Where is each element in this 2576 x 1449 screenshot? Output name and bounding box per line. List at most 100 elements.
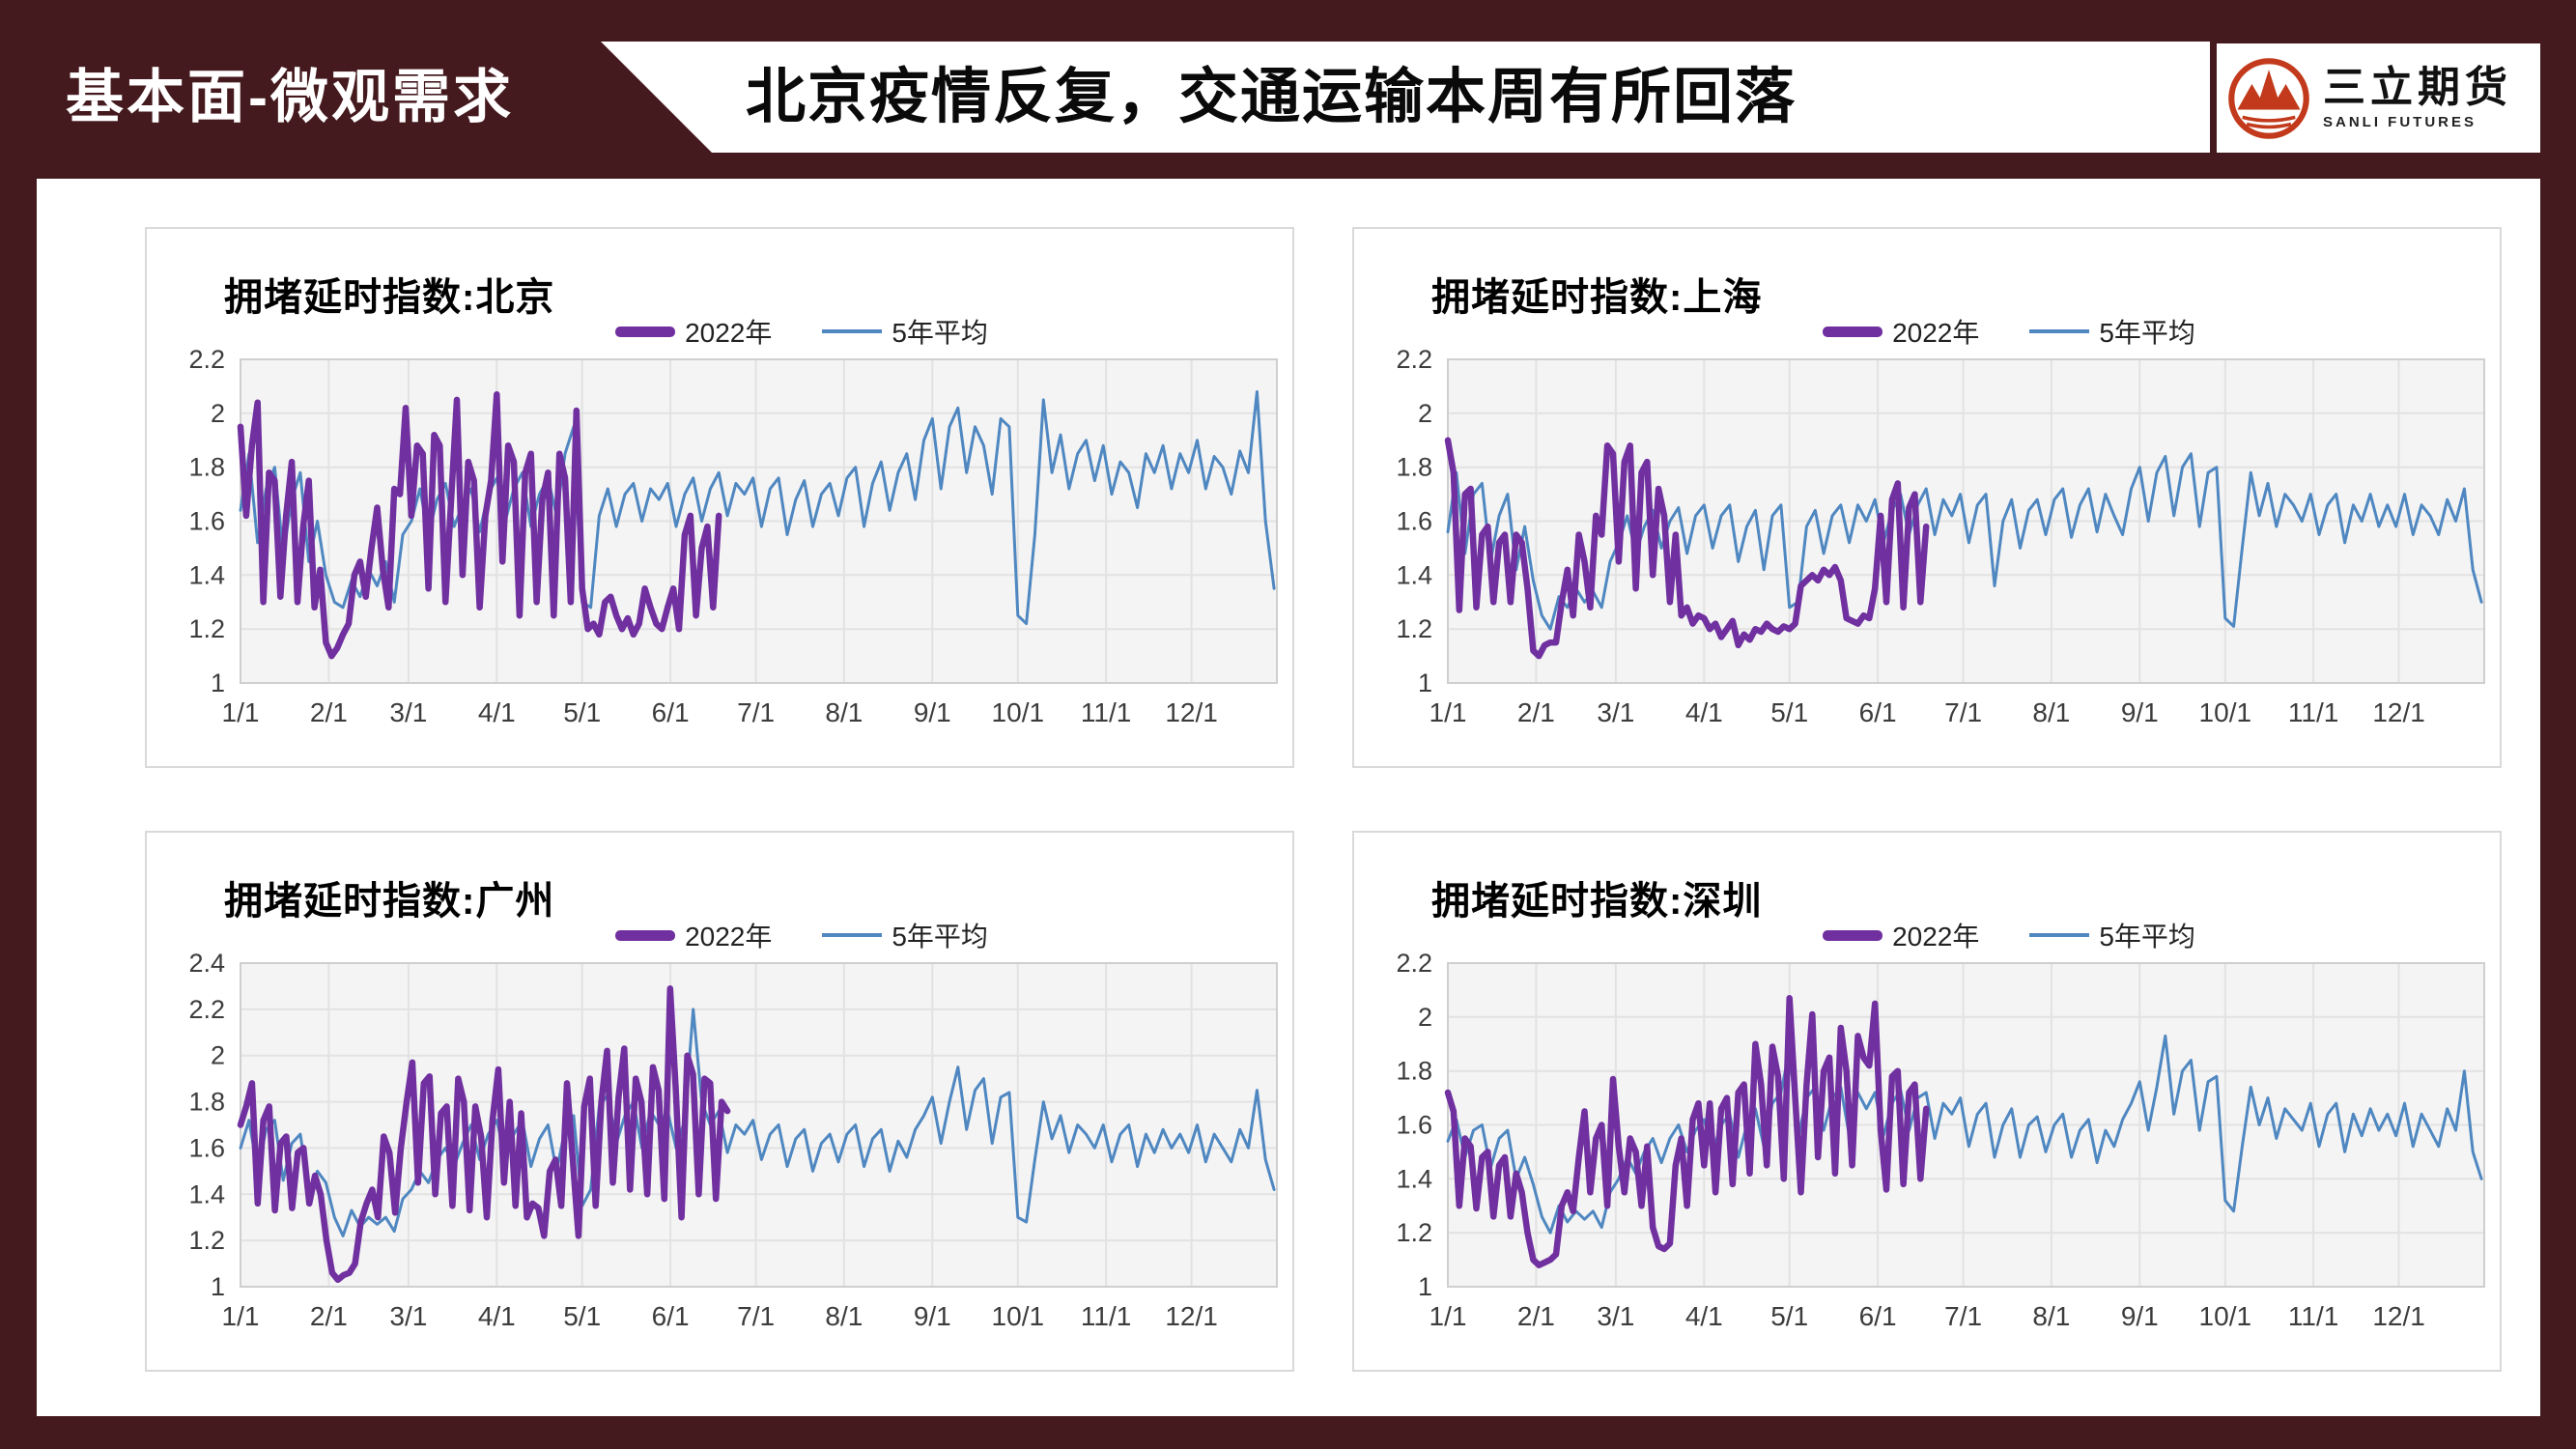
- y-tick-label: 2.2: [188, 995, 225, 1024]
- x-tick-label: 12/1: [2372, 697, 2425, 727]
- logo: 三立期货 SANLI FUTURES: [2217, 43, 2540, 153]
- plot-border: [240, 358, 1278, 684]
- y-tick-label: 2.2: [188, 345, 225, 374]
- y-tick-label: 1: [211, 1272, 225, 1301]
- x-tick-label: 2/1: [1517, 1301, 1555, 1331]
- x-tick-label: 1/1: [222, 1301, 260, 1331]
- y-tick-label: 2.2: [1396, 345, 1432, 374]
- chart-legend: 2022年 5年平均: [1518, 312, 2500, 351]
- legend-swatch-5yr-avg: [2029, 329, 2090, 333]
- title-band: 北京疫情反复，交通运输本周有所回落: [601, 42, 2210, 153]
- x-tick-label: 6/1: [652, 697, 690, 727]
- x-tick-label: 5/1: [1770, 697, 1808, 727]
- x-tick-label: 5/1: [1770, 1301, 1808, 1331]
- plot-border: [1447, 358, 2485, 684]
- y-tick-label: 1.8: [188, 1088, 225, 1117]
- x-tick-label: 4/1: [1685, 1301, 1723, 1331]
- legend-item-5yr-avg: 5年平均: [822, 312, 988, 351]
- x-tick-label: 11/1: [2288, 697, 2338, 727]
- series-line: [1444, 995, 1930, 1268]
- line-chart: 1 1.2 1.4 1.6 1.8 2 2.2 1/1 2/1 3/1 4/1 5/1 6/1 7/1 8/…: [1396, 949, 2485, 1331]
- chart-legend: 2022年 5年平均: [311, 916, 1292, 954]
- chart-panel-3: 拥堵延时指数:深圳 2022年 5年平均 1 1.2 1.4 1.6 1.8 2 2.2 1/…: [1352, 831, 2502, 1372]
- legend-label-5yr-avg: 5年平均: [892, 318, 988, 348]
- x-tick-label: 11/1: [1081, 697, 1131, 727]
- x-tick-label: 5/1: [563, 697, 601, 727]
- x-tick-label: 12/1: [1165, 1301, 1218, 1331]
- y-tick-label: 1.2: [188, 614, 225, 643]
- y-tick-label: 1: [211, 668, 225, 697]
- legend-item-2022: 2022年: [615, 916, 772, 954]
- x-tick-label: 11/1: [2288, 1301, 2338, 1331]
- x-tick-label: 9/1: [2121, 697, 2159, 727]
- x-tick-label: 5/1: [563, 1301, 601, 1331]
- plot-border: [1447, 962, 2485, 1288]
- x-tick-label: 8/1: [825, 1301, 863, 1331]
- y-tick-label: 1.8: [1396, 453, 1432, 482]
- section-label: 基本面-微观需求: [66, 65, 514, 129]
- y-tick-label: 1.8: [1396, 1057, 1432, 1086]
- x-tick-label: 11/1: [1081, 1301, 1131, 1331]
- legend-label-2022: 2022年: [1892, 318, 1980, 348]
- x-tick-label: 9/1: [2121, 1301, 2159, 1331]
- y-tick-label: 1.2: [1396, 1218, 1432, 1247]
- x-tick-label: 10/1: [2199, 697, 2252, 727]
- legend-label-2022: 2022年: [1892, 922, 1980, 952]
- chart-title: 拥堵延时指数:北京: [224, 276, 555, 319]
- chart-legend: 2022年 5年平均: [311, 312, 1292, 351]
- x-tick-label: 7/1: [1944, 697, 1982, 727]
- legend-swatch-2022: [1823, 326, 1883, 337]
- y-tick-label: 2: [211, 1041, 225, 1070]
- series-line: [1444, 437, 1930, 660]
- y-tick-label: 1.8: [188, 453, 225, 482]
- legend-label-5yr-avg: 5年平均: [2099, 318, 2195, 348]
- chart-panel-2: 拥堵延时指数:广州 2022年 5年平均 1 1.2 1.4 1.6 1.8 2 2.2 2.…: [145, 831, 1294, 1372]
- logo-name-cn: 三立期货: [2323, 63, 2512, 111]
- x-tick-label: 3/1: [1597, 697, 1634, 727]
- chart-title: 拥堵延时指数:广州: [224, 880, 555, 923]
- series-line: [237, 391, 722, 660]
- y-tick-label: 2.2: [1396, 949, 1432, 978]
- y-tick-label: 1.2: [188, 1226, 225, 1255]
- legend-swatch-5yr-avg: [822, 933, 883, 937]
- y-tick-label: 1.6: [1396, 1111, 1432, 1140]
- legend-item-5yr-avg: 5年平均: [822, 916, 988, 954]
- x-tick-label: 6/1: [652, 1301, 690, 1331]
- chart-panel-0: 拥堵延时指数:北京 2022年 5年平均 1 1.2 1.4 1.6 1.8 2 2.2 1/…: [145, 227, 1294, 768]
- x-tick-label: 3/1: [1597, 1301, 1634, 1331]
- y-tick-label: 1: [1418, 1272, 1432, 1301]
- x-tick-label: 9/1: [914, 1301, 951, 1331]
- x-tick-label: 10/1: [992, 1301, 1045, 1331]
- y-tick-label: 2.4: [188, 949, 225, 978]
- x-tick-label: 1/1: [1430, 1301, 1467, 1331]
- y-tick-label: 1.4: [1396, 1164, 1432, 1193]
- x-tick-label: 2/1: [310, 697, 348, 727]
- x-tick-label: 3/1: [389, 697, 427, 727]
- logo-name-en: SANLI FUTURES: [2323, 114, 2477, 131]
- y-tick-label: 1.6: [188, 507, 225, 536]
- y-tick-label: 1.6: [1396, 507, 1432, 536]
- page-title: 北京疫情反复，交通运输本周有所回落: [746, 64, 1798, 130]
- y-tick-label: 2: [1418, 1003, 1432, 1032]
- y-tick-label: 1.2: [1396, 614, 1432, 643]
- legend-item-2022: 2022年: [1823, 916, 1979, 954]
- chart-panel-1: 拥堵延时指数:上海 2022年 5年平均 1 1.2 1.4 1.6 1.8 2 2.2 1/…: [1352, 227, 2502, 768]
- legend-item-2022: 2022年: [615, 312, 772, 351]
- x-tick-label: 6/1: [1859, 697, 1897, 727]
- plot-area: [241, 963, 1277, 1287]
- x-tick-label: 9/1: [914, 697, 951, 727]
- chart-title: 拥堵延时指数:深圳: [1431, 880, 1763, 923]
- line-chart: 1 1.2 1.4 1.6 1.8 2 2.2 2.4 1/1 2/1 3/1 4/1 5/1 6/1 7/…: [188, 949, 1278, 1331]
- legend-swatch-2022: [615, 929, 676, 941]
- x-tick-label: 8/1: [2032, 1301, 2070, 1331]
- x-tick-label: 10/1: [992, 697, 1045, 727]
- legend-label-2022: 2022年: [685, 318, 773, 348]
- series-line: [237, 985, 731, 1284]
- x-tick-label: 7/1: [737, 697, 775, 727]
- y-tick-label: 1.6: [188, 1133, 225, 1162]
- legend-label-5yr-avg: 5年平均: [2099, 922, 2195, 952]
- chart-title: 拥堵延时指数:上海: [1431, 276, 1763, 319]
- legend-swatch-5yr-avg: [822, 329, 883, 333]
- x-tick-label: 8/1: [825, 697, 863, 727]
- x-tick-label: 10/1: [2199, 1301, 2252, 1331]
